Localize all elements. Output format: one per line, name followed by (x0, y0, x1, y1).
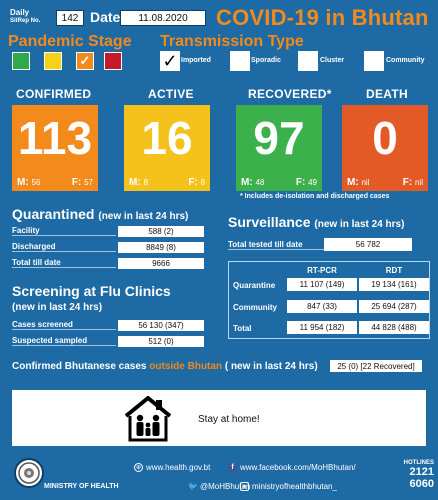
stage-green (12, 52, 30, 70)
check-icon: ✓ (162, 51, 178, 71)
quarantine-discharged-value: 8849 (8) (118, 242, 204, 253)
total-rdt: 44 828 (488) (359, 321, 429, 334)
stage-red (104, 52, 122, 70)
recovered-title: RECOVERED* (248, 87, 332, 101)
active-card: 16 M: 8 F: 8 (124, 105, 210, 191)
transmission-sporadic-box (230, 51, 250, 71)
confirmed-title: CONFIRMED (16, 87, 92, 101)
active-male: 8 (143, 178, 148, 187)
death-title: DEATH (366, 87, 408, 101)
family-home-icon (122, 394, 174, 442)
twitter-icon: 🐦 (188, 481, 198, 491)
suspected-sampled-value: 512 (0) (118, 336, 204, 347)
confirmed-female: 57 (84, 178, 93, 187)
globe-icon: ⊕ (134, 463, 143, 472)
hotline-2121[interactable]: 2121 (409, 466, 434, 478)
recovered-footnote: * Includes de-isolation and discharged c… (240, 193, 390, 200)
quarantine-total-value: 9666 (118, 258, 204, 269)
transmission-community-box (364, 51, 384, 71)
col-rdt: RDT (385, 265, 403, 275)
quarantined-title: Quarantined (new in last 24 hrs) (12, 206, 189, 222)
recovered-male: 48 (255, 178, 265, 187)
outside-bhutan-label: Confirmed Bhutanese cases outside Bhutan… (12, 361, 318, 372)
stage-yellow (44, 52, 62, 70)
screening-title: Screening at Flu Clinics (12, 283, 171, 299)
recovered-card: 97 M: 48 F: 49 (236, 105, 322, 191)
quarantine-facility-value: 588 (2) (118, 226, 204, 237)
active-count: 16 (141, 112, 193, 164)
col-rtpcr: RT-PCR (307, 265, 337, 275)
confirmed-count: 113 (17, 112, 93, 164)
ministry-emblem-icon (14, 458, 44, 488)
row-community-label: Community (233, 303, 277, 312)
daily-sitrep-label: Daily SitRep No. (10, 8, 41, 24)
recovered-female: 49 (308, 178, 317, 187)
stay-home-text: Stay at home! (198, 414, 260, 425)
confirmed-card: 113 M: 56 F: 57 (12, 105, 98, 191)
quarantine-rtpcr: 11 107 (149) (287, 278, 357, 291)
hotline-6060[interactable]: 6060 (409, 478, 434, 490)
row-total-label: Total (233, 324, 252, 333)
transmission-imported-box: ✓ (160, 51, 180, 71)
community-rtpcr: 847 (33) (287, 300, 357, 313)
transmission-imported-label: Imported (181, 57, 211, 64)
sitrep-number: 142 (56, 10, 84, 26)
active-male-label: M (129, 177, 138, 188)
quarantine-facility-label: Facility (12, 226, 116, 236)
stay-home-banner: Stay at home! (12, 390, 426, 446)
active-female-label: F (188, 177, 195, 188)
facebook-link[interactable]: www.facebook.com/MoHBhutan/ (240, 463, 356, 472)
surveillance-table: RT-PCR RDT Quarantine 11 107 (149) 19 13… (228, 261, 430, 339)
recovered-male-label: M (241, 177, 250, 188)
death-count: 0 (372, 112, 398, 164)
page-title: COVID-19 in Bhutan (216, 5, 429, 30)
confirmed-female-label: F (71, 177, 78, 188)
row-quarantine-label: Quarantine (233, 281, 276, 290)
recovered-female-label: F (295, 177, 302, 188)
instagram-icon (240, 482, 249, 491)
transmission-community-label: Community (386, 57, 425, 64)
pandemic-stage-label: Pandemic Stage (8, 33, 132, 50)
date-label: Date (90, 9, 121, 25)
website-link[interactable]: www.health.gov.bt (146, 463, 211, 472)
recovered-count: 97 (253, 112, 305, 164)
cases-screened-value: 56 130 (347) (118, 320, 204, 331)
facebook-icon: f (228, 463, 237, 472)
quarantine-discharged-label: Discharged (12, 242, 116, 252)
death-male: nil (361, 178, 370, 187)
transmission-sporadic-label: Sporadic (251, 57, 281, 64)
instagram-link[interactable]: ministryofhealthbhutan_ (252, 482, 337, 491)
death-female-label: F (402, 177, 409, 188)
quarantine-rdt: 19 134 (161) (359, 278, 429, 291)
stage-orange: ✓ (76, 52, 94, 70)
hotlines-label: HOTLINES (403, 460, 434, 466)
outside-bhutan-value: 25 (0) [22 Recovered] (330, 360, 422, 372)
hotlines-block: HOTLINES 2121 6060 (398, 460, 434, 490)
total-rtpcr: 11 954 (182) (287, 321, 357, 334)
community-rdt: 25 694 (287) (359, 300, 429, 313)
death-card: 0 M: nil F: nil (342, 105, 428, 191)
transmission-cluster-box (298, 51, 318, 71)
transmission-type-label: Transmission Type (160, 33, 304, 50)
transmission-cluster-label: Cluster (320, 57, 345, 64)
death-female: nil (414, 178, 423, 187)
active-title: ACTIVE (148, 87, 194, 101)
surveillance-title: Surveillance (new in last 24 hrs) (228, 214, 405, 230)
active-female: 8 (200, 178, 205, 187)
confirmed-male-label: M (17, 177, 26, 188)
check-icon: ✓ (79, 53, 91, 68)
death-male-label: M (347, 177, 356, 188)
date-value: 11.08.2020 (120, 10, 206, 26)
screening-subtitle: (new in last 24 hrs) (12, 302, 103, 313)
cases-screened-label: Cases screened (12, 320, 116, 330)
total-tested-value: 56 782 (324, 238, 412, 251)
ministry-label: MINISTRY OF HEALTH (44, 483, 119, 490)
confirmed-male: 56 (31, 178, 41, 187)
total-tested-label: Total tested till date (228, 240, 324, 250)
suspected-sampled-label: Suspected sampled (12, 336, 116, 346)
twitter-link[interactable]: @MoHBhutan (200, 482, 251, 491)
quarantine-total-label: Total till date (12, 258, 116, 268)
